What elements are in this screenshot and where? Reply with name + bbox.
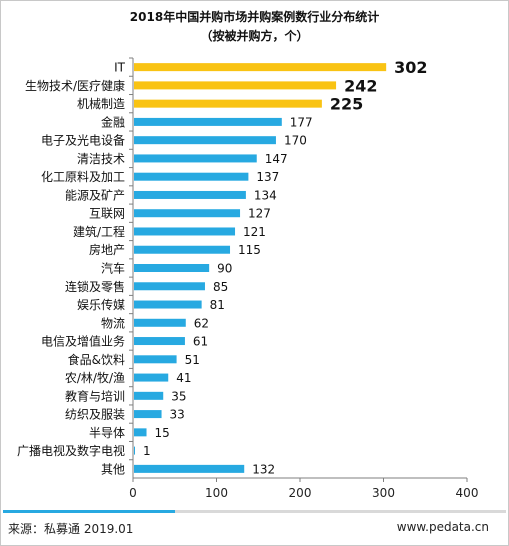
bar-19: [134, 391, 164, 400]
category-label: 化工原料及加工: [41, 170, 125, 184]
x-tick-label: 200: [289, 486, 312, 500]
bar-3: [134, 99, 322, 108]
value-label: 90: [217, 262, 232, 276]
site-url[interactable]: www.pedata.cn: [396, 520, 489, 534]
source-note: 来源：私募通 2019.01: [8, 522, 134, 536]
value-label: 1: [143, 444, 151, 458]
footer-divider: [3, 510, 506, 513]
bar-7: [134, 172, 249, 181]
category-label: 物流: [101, 316, 125, 330]
bar-22: [134, 446, 135, 455]
value-label: 302: [394, 58, 427, 77]
category-label: 汽车: [101, 261, 125, 276]
category-label: 电信及增值业务: [41, 334, 125, 349]
value-label: 85: [213, 280, 228, 294]
category-label: 电子及光电设备: [41, 134, 125, 148]
bar-16: [134, 337, 185, 346]
bar-21: [134, 428, 147, 437]
x-tick-label: 300: [372, 486, 395, 500]
value-label: 121: [243, 225, 266, 239]
bar-6: [134, 154, 257, 163]
category-label: 连锁及零售: [65, 279, 125, 294]
x-tick-label: 0: [129, 486, 137, 500]
category-label: 半导体: [89, 426, 125, 440]
category-label: 广播电视及数字电视: [17, 443, 125, 458]
category-label: 娱乐传媒: [77, 297, 125, 312]
bar-14: [134, 300, 202, 309]
footer-accent-bar: [3, 510, 175, 513]
category-label: 机械制造: [77, 96, 125, 111]
value-label: 33: [170, 408, 185, 422]
value-label: 134: [254, 188, 277, 202]
chart-title: 2018年中国并购市场并购案例数行业分布统计: [129, 10, 380, 24]
bar-20: [134, 410, 162, 419]
value-label: 225: [330, 95, 363, 114]
category-label: 建筑/工程: [73, 224, 125, 239]
category-label: 清洁技术: [77, 152, 125, 166]
bar-9: [134, 209, 241, 218]
value-label: 132: [252, 462, 275, 476]
chart-subtitle: （按被并购方，个）: [200, 29, 309, 43]
x-tick-label: 400: [456, 486, 479, 500]
bar-1: [134, 63, 387, 72]
category-label: 食品&饮料: [68, 352, 125, 367]
value-label: 137: [256, 170, 279, 184]
value-label: 127: [248, 207, 271, 221]
category-label: 互联网: [89, 207, 125, 221]
value-label: 115: [238, 243, 261, 257]
value-label: 41: [176, 371, 191, 385]
x-tick-label: 100: [205, 486, 228, 500]
category-label: 生物技术/医疗健康: [25, 78, 125, 93]
category-label: 房地产: [89, 242, 125, 257]
value-label: 170: [284, 134, 307, 148]
value-label: 177: [290, 115, 313, 129]
category-label: 金融: [101, 114, 125, 129]
category-label: IT: [114, 61, 126, 75]
bar-23: [134, 464, 245, 473]
bar-12: [134, 264, 210, 272]
bar-5: [134, 136, 276, 145]
bar-2: [134, 81, 337, 90]
value-label: 15: [155, 426, 170, 440]
value-label: 35: [171, 389, 186, 403]
bar-11: [134, 245, 231, 254]
value-label: 62: [194, 316, 209, 330]
value-label: 147: [265, 152, 288, 166]
bar-18: [134, 373, 169, 382]
bar-13: [134, 282, 205, 291]
value-label: 81: [210, 298, 225, 312]
category-label: 能源及矿产: [65, 188, 125, 202]
bar-4: [134, 117, 282, 126]
bar-17: [134, 355, 177, 364]
category-label: 纺织及服装: [65, 408, 125, 422]
category-label: 教育与培训: [65, 388, 125, 403]
bar-8: [134, 190, 246, 199]
value-label: 51: [185, 353, 200, 367]
category-label: 其他: [101, 462, 125, 476]
value-label: 61: [193, 335, 208, 349]
value-label: 242: [344, 76, 377, 95]
bar-15: [134, 318, 186, 327]
category-label: 农/林/牧/渔: [65, 371, 125, 385]
bar-10: [134, 227, 236, 236]
